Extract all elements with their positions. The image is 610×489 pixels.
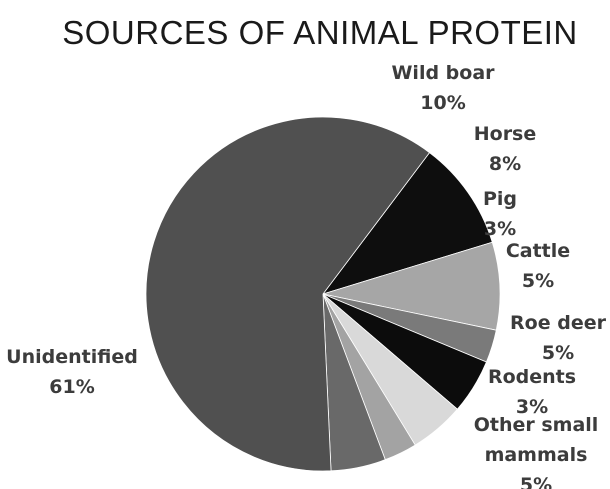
slice-label-roe-deer: Roe deer 5% bbox=[510, 312, 607, 364]
slice-value-unidentified: 61% bbox=[49, 376, 94, 398]
slice-name-cattle: Cattle bbox=[506, 240, 570, 262]
pie-slice-unidentified bbox=[145, 116, 431, 472]
slice-label-wild-boar: Wild boar 10% bbox=[391, 62, 495, 114]
slice-name-horse: Horse bbox=[474, 123, 537, 145]
pie-slices bbox=[145, 116, 501, 472]
slice-name-other-small-mammals: mammals bbox=[485, 444, 588, 466]
slice-value-rodents: 3% bbox=[516, 396, 548, 418]
slice-name-other-small-mammals: Other small bbox=[474, 414, 599, 436]
slice-name-wild-boar: Wild boar bbox=[391, 62, 495, 84]
slice-value-wild-boar: 10% bbox=[420, 92, 465, 114]
slice-value-roe-deer: 5% bbox=[542, 342, 574, 364]
chart-title: SOURCES OF ANIMAL PROTEIN bbox=[62, 14, 578, 51]
pie-slice-horse bbox=[322, 241, 501, 331]
slice-label-other-small-mammals: Other small mammals 5% bbox=[474, 414, 599, 489]
slice-value-other-small-mammals: 5% bbox=[520, 474, 552, 489]
slice-label-rodents: Rodents 3% bbox=[488, 366, 576, 418]
pie-slice-wild-boar bbox=[321, 152, 493, 295]
slice-name-unidentified: Unidentified bbox=[6, 346, 138, 368]
slice-label-unidentified: Unidentified 61% bbox=[6, 346, 138, 398]
slice-name-rodents: Rodents bbox=[488, 366, 576, 388]
slice-value-pig: 3% bbox=[484, 218, 516, 240]
slice-value-horse: 8% bbox=[489, 153, 521, 175]
slice-value-cattle: 5% bbox=[522, 270, 554, 292]
slice-label-pig: Pig 3% bbox=[483, 188, 517, 240]
slice-label-horse: Horse 8% bbox=[474, 123, 537, 175]
slice-name-roe-deer: Roe deer bbox=[510, 312, 607, 334]
slice-name-pig: Pig bbox=[483, 188, 517, 210]
slice-label-cattle: Cattle 5% bbox=[506, 240, 570, 292]
